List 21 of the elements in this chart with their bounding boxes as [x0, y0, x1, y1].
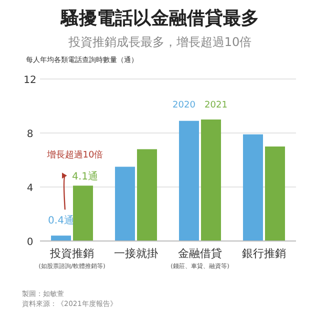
x-tick-label: 一接就掛 — [114, 247, 158, 260]
chart-title: 騷擾電話以金融借貸最多 — [60, 8, 259, 29]
bar — [51, 236, 71, 241]
bar — [115, 166, 135, 241]
bar — [73, 186, 93, 241]
bar — [265, 146, 285, 241]
y-tick-label: 12 — [24, 75, 36, 86]
bar — [179, 120, 199, 241]
y-tick-label: 8 — [26, 129, 34, 140]
bar — [201, 120, 221, 241]
annotation: 增長超過10倍 — [46, 150, 104, 161]
series-label: 2021 — [204, 100, 228, 110]
data-label: 4.1通 — [72, 170, 98, 183]
y-tick-label: 0 — [26, 237, 34, 248]
bar — [137, 149, 157, 241]
series-label: 2020 — [172, 100, 196, 110]
x-tick-label: 銀行推銷 — [242, 247, 286, 260]
data-label: 0.4通 — [48, 214, 74, 227]
bar — [243, 134, 263, 241]
y-tick-label: 4 — [26, 183, 34, 194]
chart-subtitle: 投資推銷成長最多，增長超過10倍 — [67, 35, 252, 49]
